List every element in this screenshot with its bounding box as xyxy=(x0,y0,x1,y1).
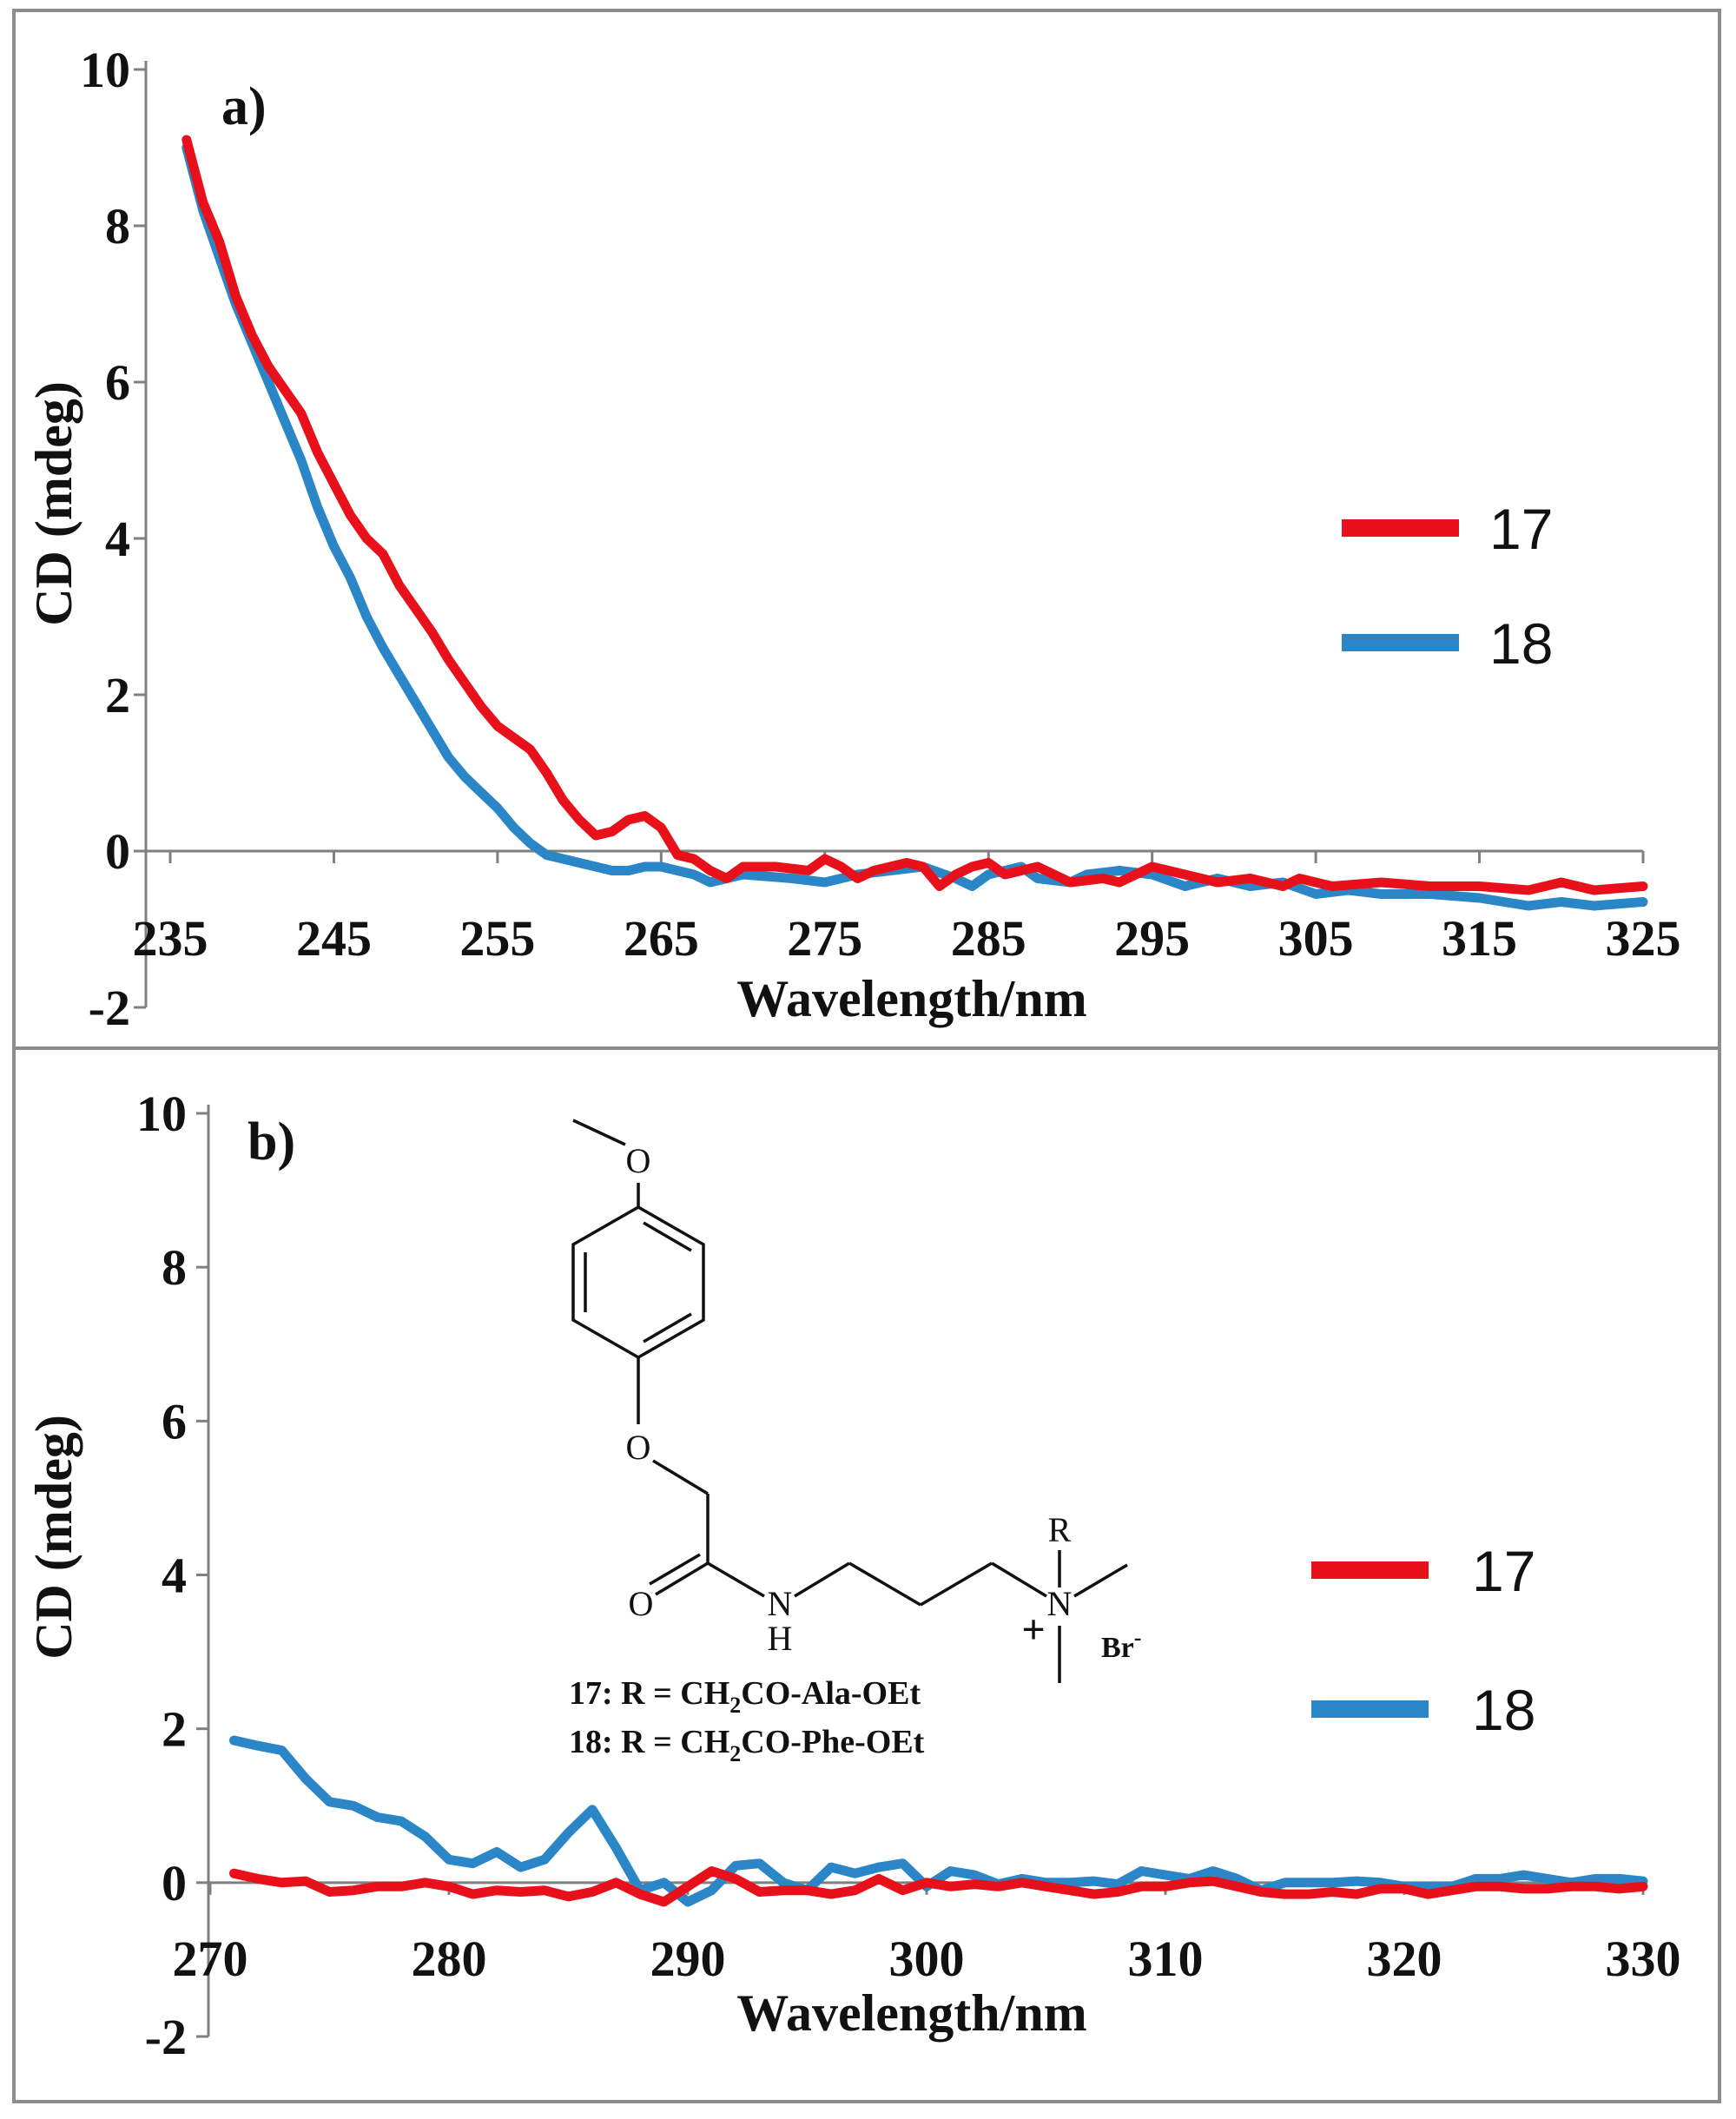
panel-a-x-tick-label: 285 xyxy=(951,910,1026,967)
caption-18-prefix: 18: R = CH xyxy=(569,1724,729,1760)
panel-a-x-axis: 235 245 255 265 275 285 295 305 315 325 xyxy=(133,849,1681,967)
panel-a-y-tick-label: 2 xyxy=(105,667,130,723)
panel-a-series xyxy=(182,135,1648,911)
panel-b-series-17-line xyxy=(229,1866,1648,1907)
panel-b-x-tick-label: 280 xyxy=(412,1931,487,1987)
panel-a-label: a) xyxy=(221,77,267,136)
panel-b-series xyxy=(229,1735,1648,1907)
bond-carbonyl-n xyxy=(707,1561,765,1598)
panel-a-x-tick-label: 325 xyxy=(1606,910,1681,967)
panel-b-label: b) xyxy=(248,1112,295,1172)
bond-propyl-n xyxy=(991,1561,1047,1598)
panel-b-y-tick-label: 6 xyxy=(162,1393,187,1449)
panel-b-y-axis: -2 0 2 4 6 8 10 xyxy=(136,1086,210,2065)
panel-b-y-axis-title: CD (mdeg) xyxy=(25,1415,83,1660)
panel-a-legend-label-18: 18 xyxy=(1489,611,1553,676)
panel-a-y-ticks: -2 0 2 4 6 8 10 xyxy=(80,42,146,1036)
bond-carbonyl-o-1 xyxy=(655,1561,709,1596)
bond-propyl-3 xyxy=(920,1561,993,1607)
panel-b-y-tick-label: 4 xyxy=(162,1548,187,1604)
atom-methoxy-oxygen: O xyxy=(626,1141,651,1180)
caption-17: 17: R = CH2CO-Ala-OEt xyxy=(569,1675,921,1718)
atom-quaternary-nitrogen: N xyxy=(1047,1584,1073,1623)
panel-a-legend-label-17: 17 xyxy=(1489,497,1553,561)
atom-amide-hydrogen: H xyxy=(768,1619,793,1658)
panel-a-x-axis-title: Wavelength/nm xyxy=(736,970,1086,1027)
panel-b-y-tick-label: 10 xyxy=(136,1086,187,1142)
panel-a-x-tick-label: 245 xyxy=(296,910,372,967)
panel-b-y-tick-label: 0 xyxy=(162,1855,187,1911)
panel-a-legend: 17 18 xyxy=(1342,497,1553,676)
atom-bromide-charge: - xyxy=(1134,1625,1142,1650)
panel-a-y-tick-label: 0 xyxy=(105,823,130,880)
bond-methyl xyxy=(572,1119,626,1146)
panel-a-y-tick-label: 8 xyxy=(105,198,130,254)
bond-n-methyl-right xyxy=(1073,1563,1128,1598)
caption-18: 18: R = CH2CO-Phe-OEt xyxy=(569,1724,925,1766)
atom-ether-oxygen: O xyxy=(626,1428,651,1467)
panel-a-x-tick-label: 255 xyxy=(459,910,535,967)
panel-a-y-axis: -2 0 2 4 6 8 10 xyxy=(80,42,148,1036)
caption-17-prefix: 17: R = CH xyxy=(569,1675,729,1712)
panel-a-x-tick-label: 315 xyxy=(1442,910,1517,967)
panel-b-legend: 17 18 xyxy=(1311,1539,1535,1742)
panel-b-x-tick-label: 310 xyxy=(1128,1931,1204,1987)
bond-n-propyl-1 xyxy=(794,1561,850,1598)
panel-b-x-tick-label: 270 xyxy=(173,1931,248,1987)
panel-b-y-tick-label: -2 xyxy=(145,2009,187,2065)
panel-a-series-17-line xyxy=(182,135,1648,895)
panel-b-y-tick-label: 8 xyxy=(162,1239,187,1296)
charge-plus: + xyxy=(1021,1607,1045,1653)
caption-18-subscript: 2 xyxy=(729,1741,741,1766)
panel-a-y-tick-label: 6 xyxy=(105,354,130,411)
panel-a-y-tick-label: 10 xyxy=(80,42,130,98)
panel-b-y-ticks: -2 0 2 4 6 8 10 xyxy=(136,1086,208,2065)
ring-double-bond-2 xyxy=(643,1312,692,1343)
panel-a-y-axis-title: CD (mdeg) xyxy=(25,381,83,626)
panel-a-x-ticks: 235 245 255 265 275 285 295 305 315 325 xyxy=(133,851,1681,967)
panel-a-y-tick-label: 4 xyxy=(105,511,130,567)
atom-carbonyl-oxygen: O xyxy=(629,1584,654,1623)
atom-bromide-symbol: Br xyxy=(1101,1632,1134,1664)
panel-b-frame xyxy=(12,1046,1721,2103)
panel-b-x-tick-label: 330 xyxy=(1606,1931,1681,1987)
atom-r-group: R xyxy=(1048,1510,1072,1549)
panel-b-x-axis-title: Wavelength/nm xyxy=(736,1984,1086,2042)
caption-17-suffix: CO-Ala-OEt xyxy=(741,1675,921,1712)
caption-17-subscript: 2 xyxy=(729,1693,741,1718)
panel-a-series-18-line xyxy=(182,142,1648,911)
panel-b-y-tick-label: 2 xyxy=(162,1701,187,1758)
panel-a-x-tick-label: 295 xyxy=(1114,910,1190,967)
panel-a-x-tick-label: 305 xyxy=(1278,910,1354,967)
panel-b-x-tick-label: 320 xyxy=(1367,1931,1442,1987)
panel-b-legend-label-18: 18 xyxy=(1472,1678,1535,1742)
panel-a-x-tick-label: 265 xyxy=(624,910,699,967)
panel-a-x-tick-label: 275 xyxy=(787,910,862,967)
panel-a-x-tick-label: 235 xyxy=(133,910,208,967)
bond-ether-ch2 xyxy=(652,1459,709,1495)
panel-b-x-tick-label: 300 xyxy=(889,1931,965,1987)
bond-carbonyl-o-2 xyxy=(649,1553,701,1586)
chemical-structure: O O O N H N R + Br- xyxy=(569,1119,1141,1766)
bond-propyl-2 xyxy=(848,1561,921,1607)
ring-double-bond-1 xyxy=(643,1221,692,1252)
caption-18-suffix: CO-Phe-OEt xyxy=(741,1724,924,1760)
atom-amide-nitrogen: N xyxy=(768,1584,793,1623)
panel-b-x-tick-label: 290 xyxy=(650,1931,726,1987)
atom-bromide: Br- xyxy=(1101,1625,1141,1664)
panel-a: -2 0 2 4 6 8 10 235 245 255 265 275 285 295 305 315 325… xyxy=(25,42,1681,1036)
panel-a-y-tick-label: -2 xyxy=(89,980,130,1036)
panel-b-legend-label-17: 17 xyxy=(1472,1539,1535,1603)
